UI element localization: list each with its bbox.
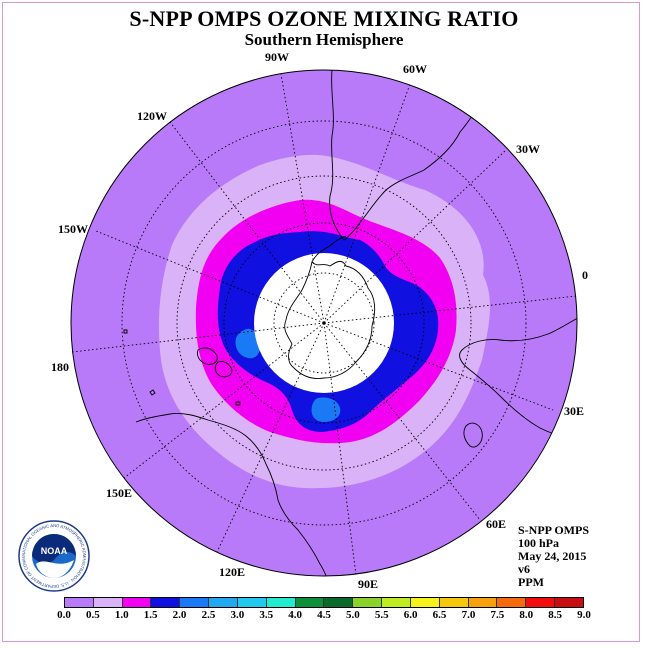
colorbar-tick-label: 1.5 [143,609,158,621]
info-version: v6 [518,562,530,576]
australia-coastline [135,413,329,576]
lon-label-150w: 150W [58,222,88,236]
south-america-coastline [329,70,491,241]
latitude-circle-75s [273,272,375,374]
figure-frame [2,2,640,642]
colorbar-segment [439,598,469,607]
latitude-circle-45s [176,175,472,471]
info-level: 100 hPa [518,536,560,550]
ozone-region-2.0-2.5-west [235,328,261,359]
colorbar-tick-label: 7.5 [490,609,505,621]
colorbar-segment [209,598,238,607]
africa-coastline [459,317,577,441]
info-units: PPM [518,575,544,589]
page-subtitle: Southern Hemisphere [244,30,404,49]
latitude-circle-30s [121,120,527,526]
info-instrument: S-NPP OMPS [518,523,589,537]
colorbar-segment [295,598,325,607]
lon-label-30e: 30E [564,404,584,418]
south-atlantic-islands [123,329,241,406]
antarctica-coastline [284,260,376,379]
colorbar-segment [497,598,527,607]
colorbar-segment [410,598,440,607]
lon-label-60w: 60W [403,62,427,76]
info-date: May 24, 2015 [518,549,587,563]
antarctic-peninsula [311,235,347,263]
colorbar-tick-label: 0.0 [57,609,71,621]
latitude-circle-60s [223,222,425,424]
colorbar-tick-label: 3.5 [259,609,274,621]
colorbar-segment [237,598,267,607]
madagascar-coastline [463,422,483,448]
colorbar-tick-label: 5.5 [374,609,389,621]
colorbar-segment [324,598,354,607]
colorbar-tick-label: 1.0 [114,609,129,621]
colorbar-segment [555,598,583,607]
meridian-30e [323,322,554,411]
lon-label-90e: 90E [358,577,378,591]
colorbar-tick-label: 7.0 [461,609,476,621]
ozone-region-2.0-2.5-south [311,397,341,422]
colorbar-segment [526,598,556,607]
meridian-0 [323,295,578,324]
lon-label-0: 0 [582,268,588,282]
lon-label-90w: 90W [265,50,289,64]
colorbar-segment [468,598,498,607]
colorbar-segment [65,598,94,607]
lon-label-180: 180 [51,360,69,374]
lon-label-30w: 30W [516,142,540,156]
colorbar-segment [180,598,210,607]
colorbar-segment [266,598,296,607]
meridian-150w [95,230,325,324]
colorbar-tick-label: 2.5 [201,609,216,621]
meridian-60e [323,322,481,521]
colorbar-segment [353,598,383,607]
map-boundary [70,69,578,577]
colorbar [64,597,584,608]
colorbar-tick-label: 6.0 [403,609,418,621]
lon-label-150e: 150E [106,486,132,500]
colorbar-tick-labels: 0.0 0.5 1.0 1.5 2.0 2.5 3.0 3.5 4.0 4.5 5.0 5.5 6.0 6… [0,609,648,623]
colorbar-tick-label: 4.5 [317,609,331,621]
colorbar-tick-label: 5.0 [346,609,360,621]
colorbar-tick-label: 2.0 [172,609,187,621]
noaa-logo: NATIONAL OCEANIC AND ATMOSPHERIC ADMINIS… [18,520,90,592]
lon-label-120e: 120E [219,565,245,579]
colorbar-tick-label: 4.0 [288,609,302,621]
colorbar-segment [382,598,411,607]
lon-label-60e: 60E [486,517,506,531]
graticule [71,73,578,576]
colorbar-segment [122,598,152,607]
longitude-labels: 90W 60W 30W 0 30E 60E 90E 120E 150E 180 … [51,50,588,591]
page-title: S-NPP OMPS OZONE MIXING RATIO [129,6,519,31]
logo-text: NOAA [41,546,68,556]
colorbar-tick-label: 0.5 [86,609,100,621]
colorbar-tick-label: 6.5 [432,609,447,621]
product-info-block: S-NPP OMPS 100 hPa May 24, 2015 v6 PPM [518,524,589,589]
new-zealand-coastline [197,347,233,378]
colorbar-tick-label: 8.0 [519,609,534,621]
colorbar-segment [151,598,181,607]
coastlines [123,70,577,576]
south-pole-marker [322,321,326,325]
colorbar-tick-label: 3.0 [230,609,245,621]
lon-label-120w: 120W [137,109,167,123]
colorbar-tick-label: 9.0 [577,609,591,621]
colorbar-tick-label: 8.5 [548,609,562,621]
colorbar-segment [93,598,123,607]
meridian-30w [323,149,507,324]
